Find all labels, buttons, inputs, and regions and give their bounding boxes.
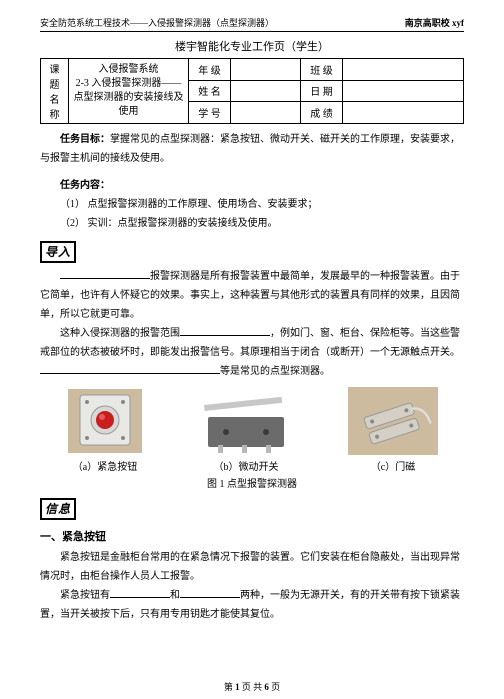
name-value <box>231 80 301 102</box>
fig-c-caption: （c）门磁 <box>348 458 438 473</box>
button-p2: 紧急按钮有和两种，一般为无源开关，有的开关带有按下锁紧装置，当开关被按下后，只有… <box>40 586 464 624</box>
emergency-button-icon <box>66 387 144 455</box>
blank-3 <box>40 373 220 374</box>
blank-1 <box>60 278 150 279</box>
info-table: 课 题 名 称 入侵报警系统 2-3 入侵报警探测器—— 点型探测器的安装接线及… <box>40 58 464 124</box>
intro-p3: 等是常见的点型探测器。 <box>40 362 464 381</box>
fig-a-caption: （a）紧急按钮 <box>66 458 144 473</box>
button-p1: 紧急按钮是金融柜台常用的在紧急情况下报警的装置。它们安装在柜台隐蔽处，当出现异常… <box>40 548 464 586</box>
name-label: 姓 名 <box>189 80 231 102</box>
figure-row: （a）紧急按钮 （b）微动开关 （c）门磁 <box>40 387 464 473</box>
goal-label: 任务目标： <box>60 134 110 145</box>
grade-value <box>231 59 301 81</box>
door-magnet-icon <box>348 387 438 455</box>
intro-p1: 报警探测器是所有报警装置中最简单，发展最早的一种报警装置。由于它简单，也许有人怀… <box>40 267 464 324</box>
heading-button: 一、紧急按钮 <box>40 528 464 544</box>
blank-5 <box>180 597 240 598</box>
section-intro: 导入 <box>40 241 76 263</box>
page-title: 楼宇智能化专业工作页（学生） <box>40 38 464 54</box>
fig-a: （a）紧急按钮 <box>66 387 144 473</box>
figure-main-caption: 图 1 点型报警探测器 <box>40 475 464 490</box>
score-label: 成 绩 <box>301 102 343 124</box>
date-label: 日 期 <box>301 80 343 102</box>
fig-c: （c）门磁 <box>348 387 438 473</box>
grade-label: 年 级 <box>189 59 231 81</box>
content-item-2: （2） 实训：点型报警探测器的安装接线及使用。 <box>40 214 464 233</box>
content-item-1: （1） 点型报警探测器的工作原理、使用场合、安装要求； <box>40 195 464 214</box>
section-info: 信息 <box>40 498 76 520</box>
score-value <box>343 102 464 124</box>
blank-2 <box>180 335 270 336</box>
header-right: 南京高职校 xyf <box>405 16 464 29</box>
fig-b-caption: （b）微动开关 <box>196 458 296 473</box>
date-value <box>343 80 464 102</box>
page-footer: 第 1 页 共 6 页 <box>0 680 504 693</box>
topic-label: 课 题 名 称 <box>41 59 69 124</box>
intro-p2: 这种入侵探测器的报警范围，例如门、窗、柜台、保险柜等。当这些警戒部位的状态被破坏… <box>40 324 464 362</box>
id-value <box>231 102 301 124</box>
fig-b: （b）微动开关 <box>196 387 296 473</box>
micro-switch-icon <box>196 387 296 455</box>
blank-4 <box>110 597 170 598</box>
topic-value: 入侵报警系统 2-3 入侵报警探测器—— 点型探测器的安装接线及 使用 <box>69 59 189 124</box>
class-label: 班 级 <box>301 59 343 81</box>
class-value <box>343 59 464 81</box>
content-label: 任务内容： <box>40 176 464 195</box>
id-label: 学 号 <box>189 102 231 124</box>
header-left: 安全防范系统工程技术——入侵报警探测器（点型探测器） <box>40 16 274 29</box>
task-goal: 任务目标：掌握常见的点型探测器：紧急按钮、微动开关、磁开关的工作原理，安装要求，… <box>40 130 464 168</box>
